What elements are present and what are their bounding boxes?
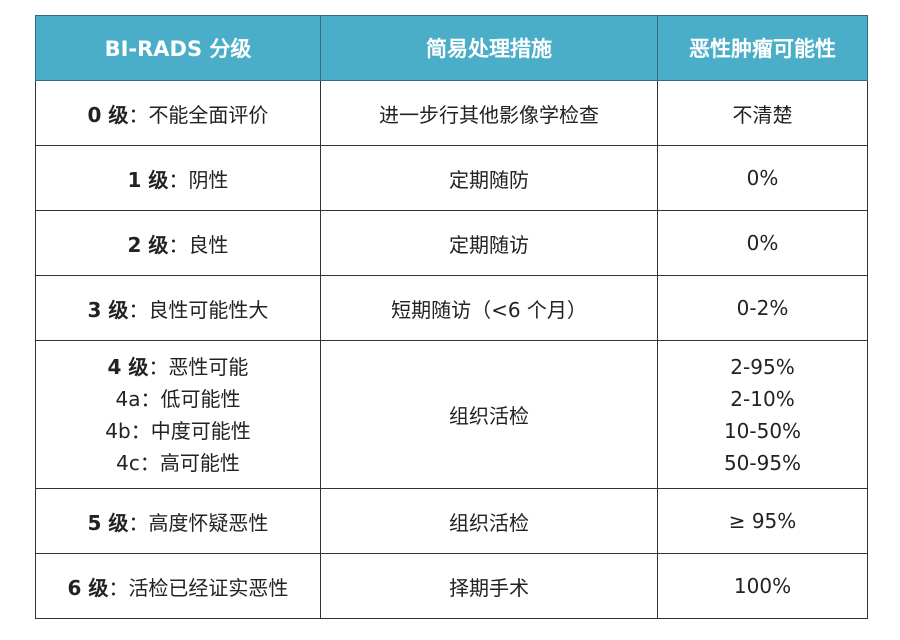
risk-cell: ≥ 95% — [657, 488, 868, 554]
grade-cell: 1 级：阴性 — [35, 145, 321, 211]
action-cell: 短期随访（<6 个月） — [320, 275, 658, 341]
grade-cell: 4 级：恶性可能 4a：低可能性 4b：中度可能性 4c：高可能性 — [35, 340, 321, 489]
risk-cell: 100% — [657, 553, 868, 619]
grade-desc: 高度怀疑恶性 — [148, 510, 269, 535]
grade-desc: 阴性 — [188, 167, 229, 192]
table-row: 2 级：良性 定期随访 0% — [35, 210, 868, 276]
separator: ： — [130, 418, 151, 443]
subgrade-label: 4c — [116, 450, 140, 475]
grade-label: 4 级 — [107, 354, 149, 379]
separator: ： — [128, 102, 149, 127]
subgrade-desc: 高可能性 — [159, 450, 240, 475]
header-grade: BI-RADS 分级 — [35, 15, 321, 81]
grade-label: 3 级 — [87, 297, 129, 322]
grade-cell: 5 级：高度怀疑恶性 — [35, 488, 321, 554]
grade-cell: 2 级：良性 — [35, 210, 321, 276]
separator: ： — [128, 510, 149, 535]
risk-cell: 0% — [657, 210, 868, 276]
grade-label: 2 级 — [127, 232, 169, 257]
grade-label: 1 级 — [127, 167, 169, 192]
subgrade-desc: 中度可能性 — [150, 418, 251, 443]
bi-rads-table: BI-RADS 分级 简易处理措施 恶性肿瘤可能性 0 级：不能全面评价 进一步… — [35, 15, 868, 619]
separator: ： — [140, 386, 161, 411]
separator: ： — [168, 232, 189, 257]
separator: ： — [108, 575, 129, 600]
grade-cell: 0 级：不能全面评价 — [35, 80, 321, 146]
action-cell: 择期手术 — [320, 553, 658, 619]
subgrade-desc: 低可能性 — [160, 386, 241, 411]
header-action: 简易处理措施 — [320, 15, 658, 81]
action-cell: 组织活检 — [320, 340, 658, 489]
risk-cell: 0% — [657, 145, 868, 211]
grade-desc: 良性 — [188, 232, 229, 257]
action-cell: 进一步行其他影像学检查 — [320, 80, 658, 146]
risk-value: 10-50% — [723, 418, 802, 443]
table-row: 6 级：活检已经证实恶性 择期手术 100% — [35, 553, 868, 619]
risk-cell: 不清楚 — [657, 80, 868, 146]
grade-label: 5 级 — [87, 510, 129, 535]
grade-desc: 不能全面评价 — [148, 102, 269, 127]
risk-value: 2-95% — [730, 354, 795, 379]
grade-desc: 恶性可能 — [168, 354, 249, 379]
separator: ： — [168, 167, 189, 192]
table-row: 3 级：良性可能性大 短期随访（<6 个月） 0-2% — [35, 275, 868, 341]
separator: ： — [148, 354, 169, 379]
separator: ： — [128, 297, 149, 322]
subgrade-label: 4a — [115, 386, 141, 411]
risk-cell: 2-95% 2-10% 10-50% 50-95% — [657, 340, 868, 489]
action-cell: 定期随访 — [320, 210, 658, 276]
subgrade-label: 4b — [105, 418, 131, 443]
risk-value: 2-10% — [730, 386, 795, 411]
risk-value: 50-95% — [723, 450, 802, 475]
action-cell: 组织活检 — [320, 488, 658, 554]
separator: ： — [139, 450, 160, 475]
header-risk: 恶性肿瘤可能性 — [657, 15, 868, 81]
table-row: 5 级：高度怀疑恶性 组织活检 ≥ 95% — [35, 488, 868, 554]
table-row: 0 级：不能全面评价 进一步行其他影像学检查 不清楚 — [35, 80, 868, 146]
grade-desc: 良性可能性大 — [148, 297, 269, 322]
grade-cell: 3 级：良性可能性大 — [35, 275, 321, 341]
grade-cell: 6 级：活检已经证实恶性 — [35, 553, 321, 619]
table-row: 1 级：阴性 定期随防 0% — [35, 145, 868, 211]
grade-desc: 活检已经证实恶性 — [128, 575, 289, 600]
grade-label: 0 级 — [87, 102, 129, 127]
action-cell: 定期随防 — [320, 145, 658, 211]
risk-cell: 0-2% — [657, 275, 868, 341]
grade-label: 6 级 — [67, 575, 109, 600]
header-row: BI-RADS 分级 简易处理措施 恶性肿瘤可能性 — [35, 15, 868, 81]
table-row: 4 级：恶性可能 4a：低可能性 4b：中度可能性 4c：高可能性 组织活检 2… — [35, 340, 868, 489]
